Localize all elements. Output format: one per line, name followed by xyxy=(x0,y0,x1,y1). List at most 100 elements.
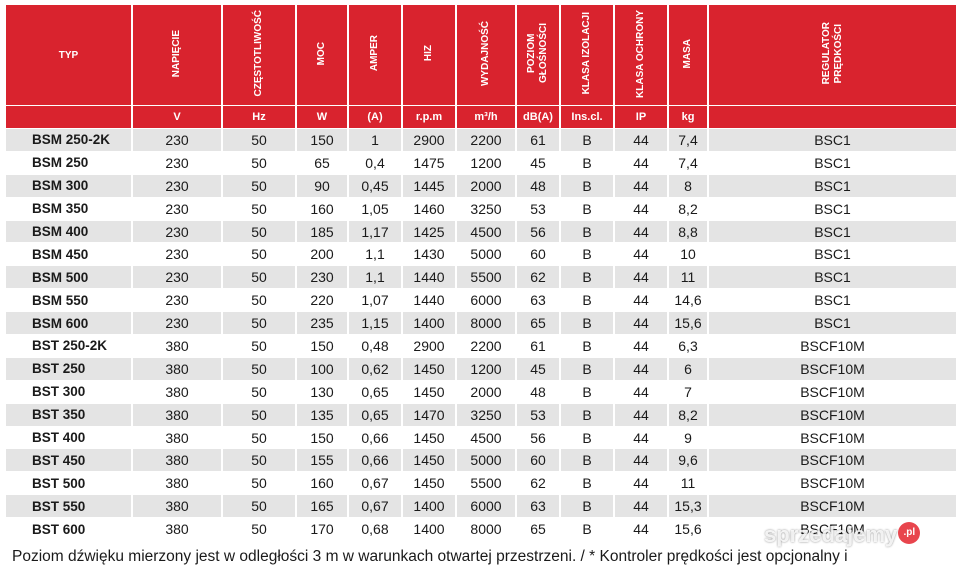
data-cell: 6,3 xyxy=(669,335,707,357)
data-cell: 0,65 xyxy=(349,380,401,403)
data-cell: BSC1 xyxy=(709,289,956,312)
data-cell: B xyxy=(561,357,613,380)
model-type-cell: BSM 300 xyxy=(6,174,131,197)
data-cell: 1400 xyxy=(403,518,455,541)
data-cell: 1425 xyxy=(403,220,455,243)
data-cell: 61 xyxy=(517,335,559,357)
data-cell: 44 xyxy=(615,289,667,312)
data-cell: 230 xyxy=(133,129,221,151)
data-cell: 1,07 xyxy=(349,289,401,312)
data-cell: 4500 xyxy=(457,426,515,449)
data-cell: 7,4 xyxy=(669,151,707,174)
data-cell: 380 xyxy=(133,426,221,449)
data-cell: 160 xyxy=(297,472,347,495)
table-row: BST 600 380 50 170 0,68 1400 8000 65 B 44 15,6 BSCF… xyxy=(6,518,956,541)
data-cell: 230 xyxy=(133,174,221,197)
data-cell: 1440 xyxy=(403,266,455,289)
data-cell: B xyxy=(561,426,613,449)
table-row: BST 400 380 50 150 0,66 1450 4500 56 B 44 9 BSCF10M xyxy=(6,426,956,449)
unit-cell: dB(A) xyxy=(517,106,559,128)
unit-cell: V xyxy=(133,106,221,128)
data-cell: 0,62 xyxy=(349,357,401,380)
data-cell: BSCF10M xyxy=(709,449,956,472)
data-cell: 230 xyxy=(133,243,221,266)
unit-cell: Hz xyxy=(223,106,295,128)
data-cell: 380 xyxy=(133,403,221,426)
data-cell: BSCF10M xyxy=(709,426,956,449)
header-napiecie: NAPIĘCIE xyxy=(133,5,221,105)
data-cell: BSCF10M xyxy=(709,357,956,380)
model-type-cell: BSM 250 xyxy=(6,151,131,174)
data-cell: 1400 xyxy=(403,312,455,335)
data-cell: 0,4 xyxy=(349,151,401,174)
data-cell: 230 xyxy=(133,312,221,335)
data-cell: 50 xyxy=(223,380,295,403)
data-cell: 1,1 xyxy=(349,243,401,266)
data-cell: 150 xyxy=(297,335,347,357)
data-cell: 1,17 xyxy=(349,220,401,243)
data-cell: 8000 xyxy=(457,312,515,335)
data-cell: 1200 xyxy=(457,151,515,174)
data-cell: 160 xyxy=(297,197,347,220)
data-cell: 0,45 xyxy=(349,174,401,197)
table-row: BSM 400 230 50 185 1,17 1425 4500 56 B 44 8,8 BSC1 xyxy=(6,220,956,243)
data-cell: 44 xyxy=(615,197,667,220)
data-cell: 2200 xyxy=(457,335,515,357)
data-cell: BSCF10M xyxy=(709,518,956,541)
data-cell: 44 xyxy=(615,357,667,380)
data-cell: 8 xyxy=(669,174,707,197)
fan-spec-table: TYP NAPIĘCIE CZĘSTOTLIWOŚĆ MOC AMPER HIZ… xyxy=(4,4,958,541)
data-cell: 7,4 xyxy=(669,129,707,151)
data-cell: 0,48 xyxy=(349,335,401,357)
data-cell: 185 xyxy=(297,220,347,243)
data-cell: 44 xyxy=(615,129,667,151)
data-cell: 150 xyxy=(297,129,347,151)
model-type-cell: BST 250-2K xyxy=(6,335,131,357)
data-cell: 1400 xyxy=(403,495,455,518)
data-cell: 230 xyxy=(133,220,221,243)
data-cell: 50 xyxy=(223,197,295,220)
data-cell: 235 xyxy=(297,312,347,335)
data-cell: 1440 xyxy=(403,289,455,312)
data-cell: 230 xyxy=(133,266,221,289)
table-row: BSM 250 230 50 65 0,4 1475 1200 45 B 44 7,4 BSC1 xyxy=(6,151,956,174)
data-cell: BSCF10M xyxy=(709,380,956,403)
data-cell: 1,15 xyxy=(349,312,401,335)
data-cell: BSCF10M xyxy=(709,403,956,426)
data-cell: 1450 xyxy=(403,472,455,495)
unit-cell: kg xyxy=(669,106,707,128)
data-cell: 50 xyxy=(223,426,295,449)
data-cell: 1450 xyxy=(403,380,455,403)
model-type-cell: BST 250 xyxy=(6,357,131,380)
data-cell: BSC1 xyxy=(709,151,956,174)
header-hiz: HIZ xyxy=(403,5,455,105)
data-cell: 5500 xyxy=(457,266,515,289)
data-cell: 56 xyxy=(517,220,559,243)
data-cell: B xyxy=(561,403,613,426)
data-cell: 6000 xyxy=(457,495,515,518)
data-cell: 50 xyxy=(223,289,295,312)
model-type-cell: BST 600 xyxy=(6,518,131,541)
data-cell: 62 xyxy=(517,472,559,495)
data-cell: 2900 xyxy=(403,129,455,151)
data-cell: 2000 xyxy=(457,380,515,403)
data-cell: 1200 xyxy=(457,357,515,380)
model-type-cell: BST 400 xyxy=(6,426,131,449)
watermark: sprzedajemy .pl xyxy=(764,522,921,548)
data-cell: 150 xyxy=(297,426,347,449)
unit-cell: m³/h xyxy=(457,106,515,128)
data-cell: 165 xyxy=(297,495,347,518)
data-cell: 65 xyxy=(517,312,559,335)
data-cell: 60 xyxy=(517,449,559,472)
table-row: BSM 300 230 50 90 0,45 1445 2000 48 B 44 8 BSC1 xyxy=(6,174,956,197)
data-cell: 44 xyxy=(615,243,667,266)
unit-cell: Ins.cl. xyxy=(561,106,613,128)
model-type-cell: BSM 450 xyxy=(6,243,131,266)
data-cell: 1450 xyxy=(403,426,455,449)
watermark-badge: .pl xyxy=(898,522,921,544)
data-cell: 1,1 xyxy=(349,266,401,289)
data-cell: 135 xyxy=(297,403,347,426)
model-type-cell: BSM 350 xyxy=(6,197,131,220)
header-moc: MOC xyxy=(297,5,347,105)
data-cell: 230 xyxy=(133,197,221,220)
